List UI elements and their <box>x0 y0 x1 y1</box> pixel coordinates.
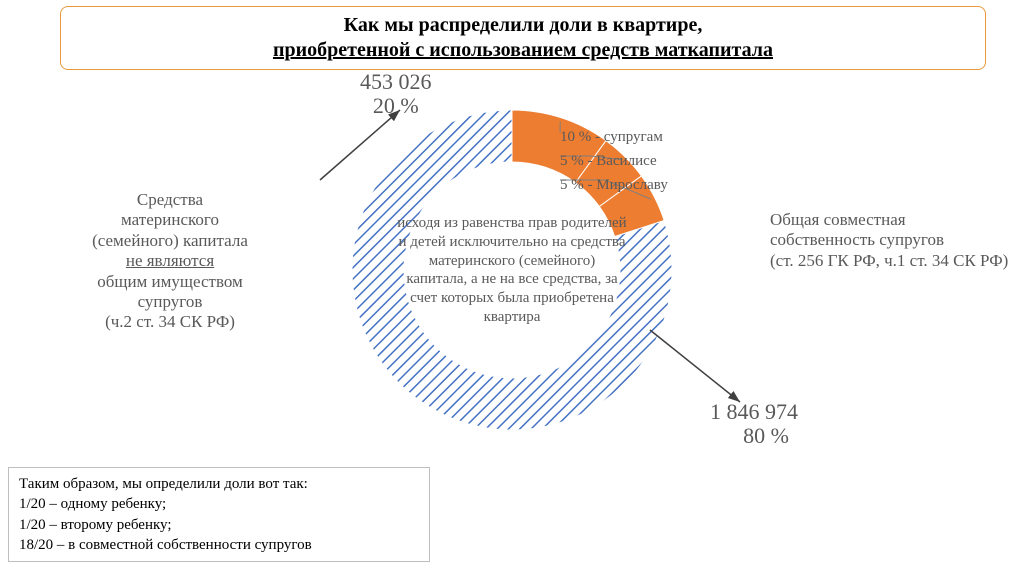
right-note: Общая совместная собственность супругов … <box>770 210 1010 271</box>
title-line-1: Как мы распределили доли в квартире, <box>344 14 703 36</box>
page-title: Как мы распределили доли в квартире, при… <box>71 13 975 63</box>
center-note: исходя из равенства прав родителей и дет… <box>397 214 627 327</box>
footer-l2: 1/20 – одному ребенку; <box>19 494 419 514</box>
left-note-l1: Средства <box>137 190 203 209</box>
leader-label-3: 5 % - Мирославу <box>560 176 668 194</box>
title-card: Как мы распределили доли в квартире, при… <box>60 6 986 70</box>
arrow-right <box>640 320 780 420</box>
title-line-2: приобретенной с использованием средств м… <box>273 39 773 61</box>
value-left-amount: 453 026 <box>360 69 432 94</box>
left-note: Средства материнского (семейного) капита… <box>70 190 270 333</box>
right-note-l3: (ст. 256 ГК РФ, ч.1 ст. 34 СК РФ) <box>770 251 1008 270</box>
left-note-l4: не являются <box>126 251 214 270</box>
footer-l3: 1/20 – второму ребенку; <box>19 515 419 535</box>
left-note-l7: (ч.2 ст. 34 СК РФ) <box>105 312 235 331</box>
value-right-percent: 80 % <box>743 423 789 448</box>
footer-l1: Таким образом, мы определили доли вот та… <box>19 474 419 494</box>
left-note-l6: супругов <box>138 292 203 311</box>
leader-label-1: 10 % - супругам <box>560 128 663 146</box>
arrow-left <box>300 100 430 190</box>
left-note-l3: (семейного) капитала <box>92 231 248 250</box>
footer-card: Таким образом, мы определили доли вот та… <box>8 467 430 562</box>
left-note-l2: материнского <box>121 210 219 229</box>
right-note-l2: собственность супругов <box>770 230 944 249</box>
left-note-l5: общим имуществом <box>97 272 243 291</box>
right-note-l1: Общая совместная <box>770 210 906 229</box>
leader-label-2: 5 % - Василисе <box>560 152 657 170</box>
footer-l4: 18/20 – в совместной собственности супру… <box>19 535 419 555</box>
